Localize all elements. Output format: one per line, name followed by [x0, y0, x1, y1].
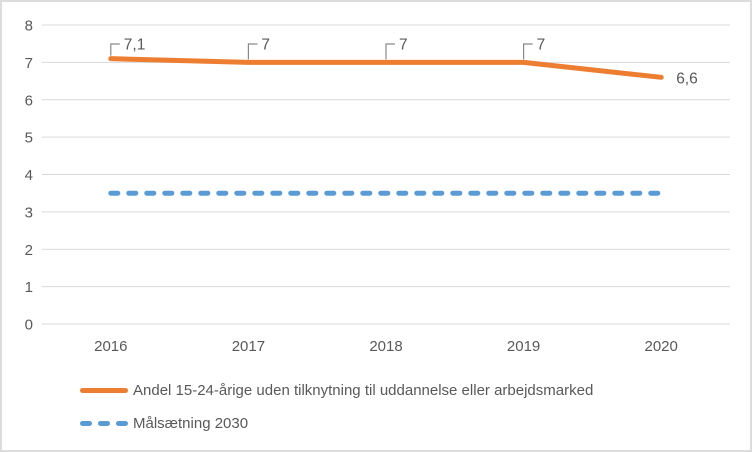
data-label-leader — [247, 43, 258, 60]
x-axis-tick-label: 2020 — [645, 338, 678, 355]
data-label: 7 — [261, 37, 270, 54]
x-axis-tick-label: 2017 — [232, 338, 265, 355]
y-axis-tick-label: 7 — [25, 55, 33, 72]
y-axis-tick-label: 6 — [25, 92, 33, 109]
legend-marker-dash — [116, 421, 128, 426]
legend-label-series-2: Målsætning 2030 — [133, 415, 249, 432]
data-label-leader — [522, 43, 533, 60]
y-axis-tick-label: 3 — [25, 204, 33, 221]
legend: Andel 15-24-årige uden tilknytning til u… — [80, 374, 593, 440]
y-axis-tick-label: 1 — [25, 279, 33, 296]
y-axis-tick-label: 2 — [25, 242, 33, 259]
series-line — [108, 56, 664, 80]
y-axis-tick-label: 4 — [25, 167, 33, 184]
y-axis-tick-label: 0 — [25, 317, 33, 334]
legend-marker-solid-line — [80, 388, 128, 393]
data-label: 7 — [399, 37, 408, 54]
legend-item-series-2: Målsætning 2030 — [80, 407, 593, 440]
data-label: 6,6 — [676, 70, 698, 87]
data-label-leader — [385, 43, 395, 60]
x-axis-tick-label: 2016 — [94, 338, 127, 355]
legend-marker-dash — [98, 421, 110, 426]
x-axis-tick-label: 2018 — [369, 338, 402, 355]
x-axis-tick-label: 2019 — [507, 338, 540, 355]
legend-marker-dashed-line — [80, 421, 128, 426]
data-label-leader — [110, 43, 120, 56]
legend-marker-dash — [80, 421, 92, 426]
y-axis-tick-label: 5 — [25, 130, 33, 147]
legend-item-series-1: Andel 15-24-årige uden tilknytning til u… — [80, 374, 593, 407]
y-axis-tick-label: 8 — [25, 18, 33, 35]
data-label: 7 — [537, 37, 546, 54]
data-label: 7,1 — [124, 37, 146, 54]
legend-label-series-1: Andel 15-24-årige uden tilknytning til u… — [133, 382, 594, 399]
